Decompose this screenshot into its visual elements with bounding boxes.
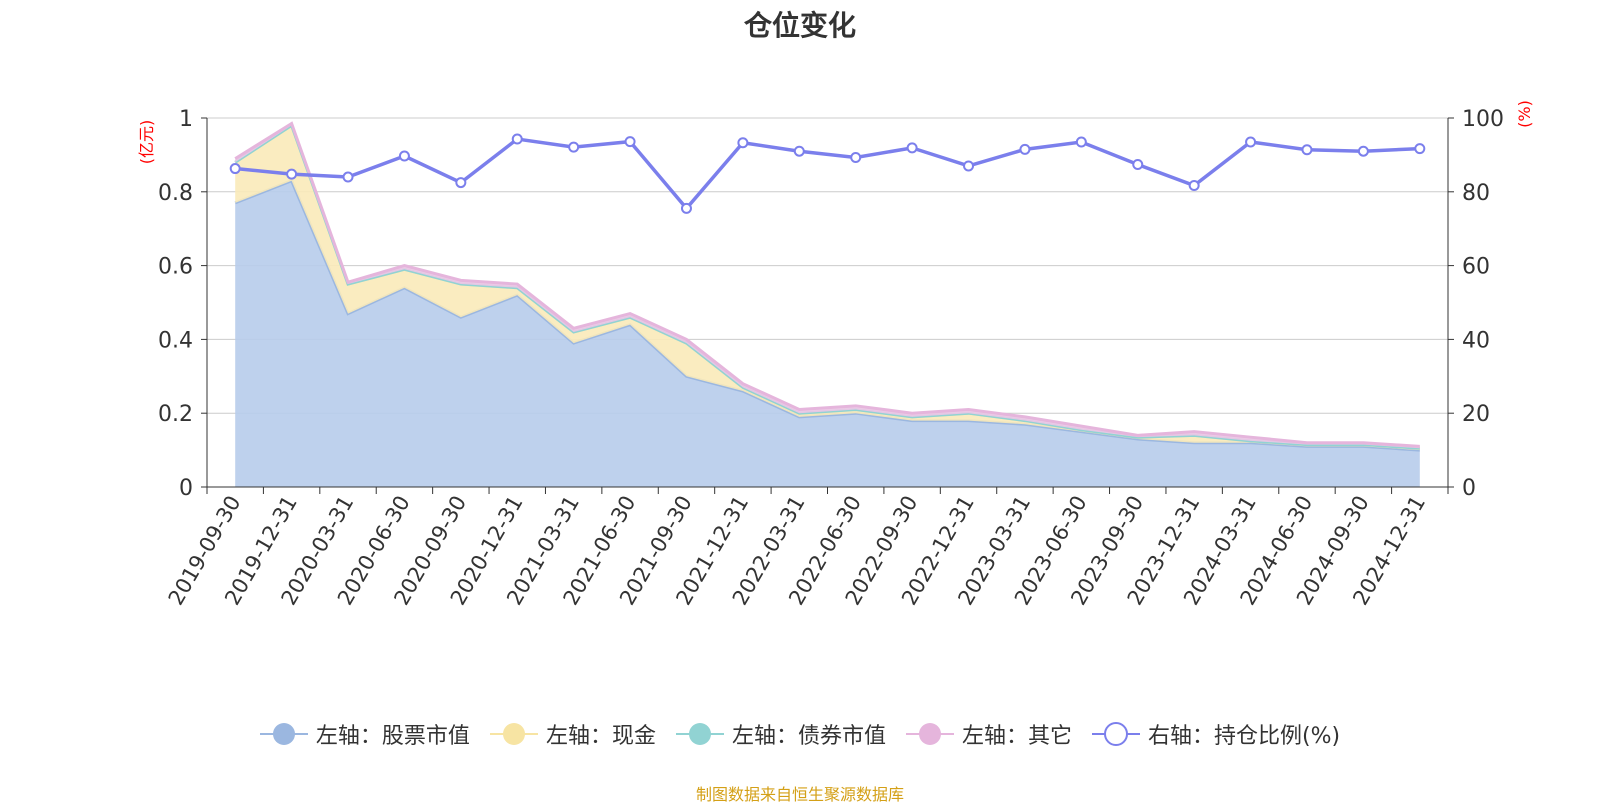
y-right-tick-label: 60 bbox=[1462, 255, 1490, 280]
y-right-tick-label: 0 bbox=[1462, 476, 1476, 501]
y-left-tick-label: 0.8 bbox=[158, 181, 193, 206]
holding-ratio-point bbox=[1019, 143, 1031, 155]
holding-ratio-point bbox=[680, 202, 692, 214]
legend-label: 左轴：现金 bbox=[545, 724, 656, 749]
holding-ratio-point bbox=[568, 141, 580, 153]
legend-marker-icon bbox=[1091, 722, 1140, 746]
holding-ratio-point bbox=[793, 145, 805, 157]
holding-ratio-point bbox=[1188, 180, 1200, 192]
holding-ratio-point bbox=[1075, 136, 1087, 148]
legend-marker-icon bbox=[905, 723, 954, 745]
holding-ratio-point bbox=[1414, 143, 1426, 155]
holding-ratio-point bbox=[1357, 145, 1369, 157]
legend-label: 左轴：其它 bbox=[961, 724, 1072, 749]
legend-marker-icon bbox=[489, 723, 538, 745]
holding-ratio-point bbox=[1245, 136, 1257, 148]
legend-label: 右轴：持仓比例(%) bbox=[1147, 724, 1341, 749]
holding-ratio-point bbox=[906, 142, 918, 154]
legend-item[interactable]: 左轴：其它 bbox=[905, 718, 1072, 750]
legend-item[interactable]: 左轴：现金 bbox=[489, 718, 656, 750]
chart-title: 仓位变化 bbox=[743, 9, 856, 42]
holding-ratio-point bbox=[737, 137, 749, 149]
y-left-tick-label: 0.6 bbox=[158, 255, 193, 280]
source-note: 制图数据来自恒生聚源数据库 bbox=[695, 785, 904, 804]
line-holding-ratio bbox=[235, 137, 1420, 212]
y-left-tick-label: 0.2 bbox=[158, 402, 193, 427]
holding-ratio-point bbox=[511, 133, 523, 145]
holding-ratio-point bbox=[286, 168, 298, 180]
y-left-tick-label: 1 bbox=[179, 107, 193, 132]
y-left-tick-label: 0 bbox=[179, 476, 193, 501]
area-series-0 bbox=[235, 180, 1420, 488]
y-right-tick-label: 40 bbox=[1462, 328, 1490, 353]
legend-item[interactable]: 右轴：持仓比例(%) bbox=[1091, 718, 1341, 750]
y-right-unit: (%) bbox=[1515, 100, 1534, 128]
holding-ratio-point bbox=[342, 171, 354, 183]
holding-ratio-point bbox=[1132, 158, 1144, 170]
y-left-tick-label: 0.4 bbox=[158, 328, 193, 353]
y-right-tick-label: 80 bbox=[1462, 181, 1490, 206]
holding-ratio-point bbox=[850, 151, 862, 163]
legend-item[interactable]: 左轴：债券市值 bbox=[675, 718, 886, 750]
holding-ratio-point bbox=[1301, 144, 1313, 156]
y-right-tick-label: 20 bbox=[1462, 402, 1490, 427]
legend-label: 左轴：股票市值 bbox=[315, 724, 470, 749]
holding-ratio-point bbox=[398, 150, 410, 162]
line-series-3 bbox=[234, 121, 1420, 448]
holding-ratio-point bbox=[963, 160, 975, 172]
legend-label: 左轴：债券市值 bbox=[731, 724, 886, 749]
holding-ratio-point bbox=[624, 136, 636, 148]
legend-marker-icon bbox=[259, 723, 308, 745]
legend-item[interactable]: 左轴：股票市值 bbox=[259, 718, 470, 750]
legend-marker-icon bbox=[675, 723, 724, 745]
holding-ratio-point bbox=[455, 177, 467, 189]
area-series-1 bbox=[235, 125, 1420, 451]
holding-ratio-point bbox=[229, 163, 241, 175]
y-right-tick-label: 100 bbox=[1462, 107, 1504, 132]
legend: 左轴：股票市值 左轴：现金 左轴：债券市值 左轴：其它 右轴：持仓比例(%) bbox=[0, 718, 1600, 750]
y-left-unit: (亿元) bbox=[137, 120, 156, 165]
